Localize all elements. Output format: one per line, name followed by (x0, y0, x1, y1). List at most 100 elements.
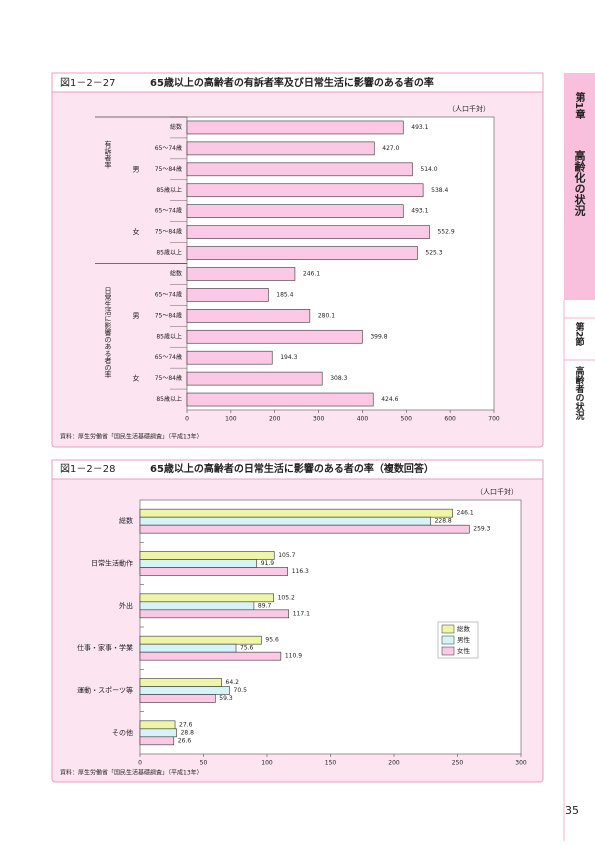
bar (139, 635, 262, 645)
y-tick-label: 外出 (119, 601, 133, 610)
y-tick-label: 75～84歳 (155, 311, 182, 319)
value-label: 26.6 (178, 737, 192, 744)
y-tick-label: 85歳以上 (156, 395, 182, 403)
value-label: 75.6 (240, 645, 254, 652)
value-label: 116.3 (292, 568, 309, 575)
x-tick-label: 500 (401, 416, 413, 423)
y-tick-label: 日常生活動作 (91, 559, 133, 568)
value-label: 399.8 (370, 333, 387, 340)
bar (139, 516, 431, 526)
x-tick-label: 250 (452, 760, 464, 767)
bar (139, 643, 237, 653)
panel-label: 有訴者率 (104, 139, 112, 169)
value-label: 493.1 (411, 124, 428, 131)
bar (139, 593, 274, 603)
legend-swatch (441, 635, 455, 645)
bar (186, 371, 323, 386)
value-label: 427.0 (382, 145, 399, 152)
unit-label: （人口千対） (448, 104, 490, 113)
bar (139, 678, 222, 687)
group-label: 男 (133, 165, 140, 173)
y-tick-label: 65～74歳 (155, 207, 182, 215)
y-tick-label: 総数 (170, 269, 182, 277)
bar (186, 162, 413, 177)
y-tick-label: 65～74歳 (155, 144, 182, 152)
value-label: 308.3 (330, 375, 347, 382)
x-tick-label: 0 (185, 416, 189, 423)
value-label: 228.8 (435, 518, 452, 525)
bar (139, 686, 230, 695)
value-label: 493.1 (411, 208, 428, 215)
x-tick-label: 0 (138, 760, 142, 767)
legend-swatch (441, 646, 455, 656)
y-tick-label: 運動・スポーツ等 (77, 686, 133, 695)
y-tick-label: 75～84歳 (155, 228, 182, 236)
x-tick-label: 100 (261, 760, 273, 767)
value-label: 28.8 (181, 729, 195, 736)
chapter-title: 高齢化の状況 (573, 149, 586, 217)
bar (186, 141, 375, 156)
value-label: 117.1 (293, 610, 310, 617)
x-tick-label: 200 (269, 416, 281, 423)
legend-label: 男性 (457, 635, 471, 644)
bar (139, 567, 289, 576)
value-label: 64.2 (226, 679, 240, 686)
section-label: 第2節 (574, 321, 586, 347)
y-tick-label: 85歳以上 (156, 249, 182, 257)
chapter-label: 第1章 (573, 91, 585, 120)
y-tick-label: 65～74歳 (155, 290, 182, 298)
chart-title: 65歳以上の高齢者の日常生活に影響のある者の率（複数回答） (150, 462, 434, 475)
y-tick-label: 65～74歳 (155, 353, 182, 361)
chart-title: 65歳以上の高齢者の有訴者率及び日常生活に影響のある者の率 (150, 76, 434, 89)
value-label: 538.4 (431, 187, 448, 194)
source-note: 資料：厚生労働省「国民生活基礎調査」（平成13年） (60, 769, 203, 777)
legend-label: 女性 (457, 646, 471, 655)
x-tick-label: 150 (325, 760, 337, 767)
y-tick-label: 総数 (170, 123, 182, 131)
bar (186, 392, 374, 407)
value-label: 89.7 (258, 602, 272, 609)
y-tick-label: 85歳以上 (156, 332, 182, 340)
unit-label: （人口千対） (476, 487, 518, 496)
bar (186, 267, 296, 281)
value-label: 70.5 (234, 687, 248, 694)
value-label: 525.3 (425, 250, 442, 257)
bar (139, 601, 255, 611)
value-label: 246.1 (303, 270, 320, 277)
x-tick-label: 600 (444, 416, 456, 423)
value-label: 280.1 (318, 312, 335, 319)
bar (186, 183, 424, 198)
x-tick-label: 300 (515, 760, 527, 767)
bar (186, 350, 273, 365)
figure-header (51, 459, 544, 480)
bar (139, 720, 176, 730)
bar (186, 309, 311, 323)
figure-label: 図1－2－27 (60, 77, 115, 89)
y-tick-label: 75～84歳 (155, 165, 182, 173)
bar (139, 559, 258, 568)
value-label: 514.0 (420, 166, 437, 173)
source-note: 資料：厚生労働省「国民生活基礎調査」（平成13年） (60, 433, 203, 441)
value-label: 59.3 (219, 695, 233, 702)
side-tab (564, 73, 595, 300)
bar (139, 694, 216, 703)
value-label: 246.1 (457, 510, 474, 517)
legend-swatch (441, 624, 455, 634)
bar (139, 736, 175, 746)
bar (139, 609, 290, 619)
page-number: 35 (565, 804, 579, 817)
group-label: 女 (133, 227, 140, 236)
value-label: 194.3 (280, 354, 297, 361)
bar (186, 225, 430, 239)
panel-label: 日常生活に影響のある者の率 (104, 287, 112, 379)
value-label: 424.6 (381, 396, 398, 403)
bar (186, 120, 404, 135)
x-tick-label: 100 (225, 416, 237, 423)
value-label: 552.9 (437, 229, 454, 236)
bar (186, 288, 269, 302)
y-tick-label: 85歳以上 (156, 186, 182, 194)
x-tick-label: 200 (388, 760, 400, 767)
plot-area (186, 116, 495, 411)
legend-label: 総数 (457, 624, 471, 633)
